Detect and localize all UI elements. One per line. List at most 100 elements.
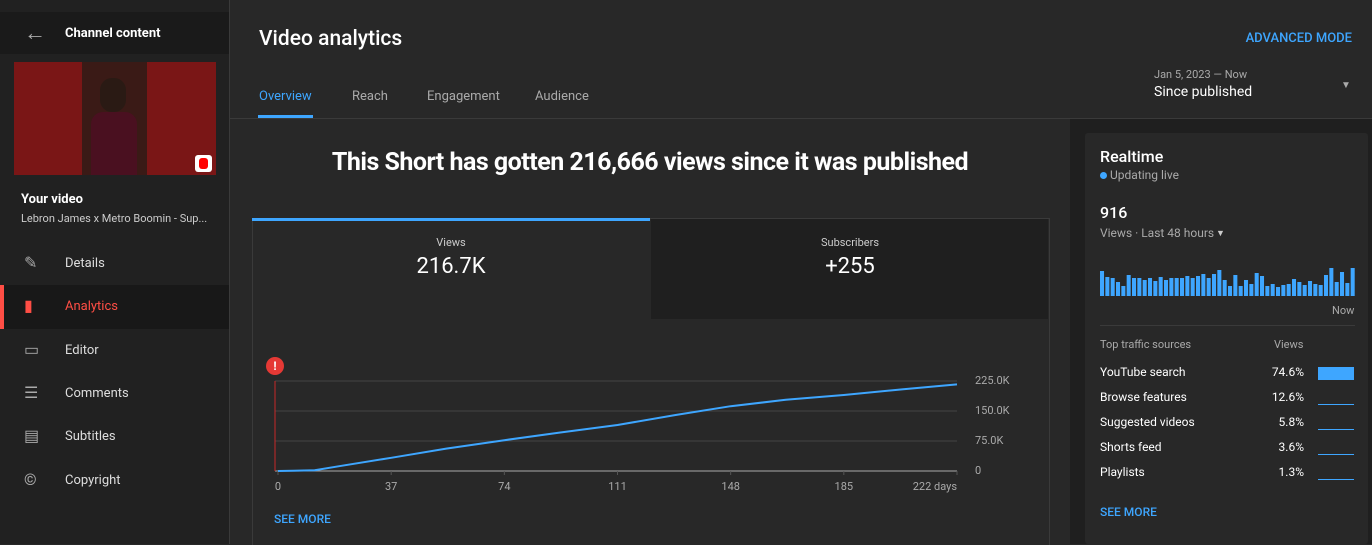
nav-item[interactable]: Details	[65, 256, 105, 271]
realtime-bar	[1281, 285, 1286, 296]
realtime-bar	[1126, 275, 1131, 296]
nav-item[interactable]: Subtitles	[65, 429, 116, 445]
dropdown[interactable]: ▼	[1341, 80, 1351, 91]
x-tick-label: 0	[275, 480, 281, 493]
nav-icon[interactable]: ✎	[24, 253, 38, 272]
realtime-bar	[1116, 282, 1121, 296]
traffic-name[interactable]: Playlists	[1100, 465, 1145, 479]
x-tick-label: 148	[721, 480, 740, 493]
realtime-bar	[1286, 284, 1291, 296]
sparkline	[1318, 427, 1354, 430]
realtime-bar	[1260, 276, 1265, 296]
realtime-bar	[1345, 283, 1350, 296]
realtime-bar	[1164, 280, 1169, 296]
realtime-bar	[1196, 276, 1201, 296]
back-arrow[interactable]: ←	[24, 21, 46, 46]
y-tick-label: 225.0K	[975, 374, 1010, 387]
realtime-bar	[1190, 278, 1195, 296]
tab[interactable]: Audience	[535, 89, 589, 104]
metric-value: 216.7K	[416, 254, 486, 279]
sparkline	[1318, 477, 1354, 480]
traffic-name[interactable]: Suggested videos	[1100, 415, 1195, 429]
realtime-count: 916	[1100, 203, 1128, 222]
page-title: Video analytics	[259, 27, 403, 51]
realtime-bar	[1244, 280, 1249, 296]
nav-item[interactable]: Analytics	[65, 299, 118, 315]
nav-item[interactable]: Editor	[65, 342, 99, 358]
realtime-bar	[1292, 279, 1297, 296]
metric-label: Subscribers	[820, 236, 880, 249]
traffic-share: 12.6%	[1271, 390, 1304, 404]
realtime-bar	[1228, 286, 1233, 296]
sparkline	[1318, 402, 1354, 405]
realtime-bar	[1105, 277, 1110, 296]
traffic-name[interactable]: Browse features	[1100, 390, 1187, 404]
realtime-bar	[1313, 284, 1318, 296]
x-tick-label: 37	[385, 480, 397, 493]
realtime-bar	[1222, 280, 1227, 296]
period[interactable]: Since published	[1154, 84, 1253, 100]
realtime-bar	[1276, 287, 1281, 296]
card	[252, 218, 1050, 545]
realtime-title: Realtime	[1100, 147, 1164, 166]
realtime-period[interactable]: Views · Last 48 hours	[1100, 226, 1215, 240]
realtime-bar	[1297, 282, 1302, 296]
x-tick-label: 74	[498, 480, 510, 493]
realtime-bar	[1249, 284, 1254, 296]
y-tick-label: 150.0K	[975, 404, 1010, 417]
metric-value: +255	[825, 254, 875, 279]
metric-tab[interactable]	[252, 218, 650, 318]
realtime-bar	[1212, 274, 1217, 296]
nav-icon[interactable]: ▭	[24, 339, 40, 359]
realtime-bar	[1270, 284, 1275, 296]
realtime-bar	[1238, 286, 1243, 296]
sparkline	[1318, 452, 1354, 455]
nav-item[interactable]: Copyright	[65, 472, 121, 488]
realtime-bar	[1148, 278, 1153, 296]
nav-icon[interactable]: ☰	[24, 382, 39, 402]
nav-icon[interactable]: ©	[24, 469, 37, 489]
see-more[interactable]: SEE MORE	[1100, 505, 1157, 519]
realtime-bars	[1100, 268, 1355, 296]
traffic-column: Views	[1274, 338, 1304, 351]
realtime-bar	[1158, 277, 1163, 296]
realtime-bar	[1185, 276, 1190, 296]
realtime-bar	[1206, 278, 1211, 296]
realtime-bar	[1334, 282, 1339, 296]
nav-icon[interactable]: ▮	[24, 296, 33, 316]
traffic-heading: Top traffic sources	[1100, 338, 1192, 351]
realtime-bar	[1169, 278, 1174, 296]
advanced-mode[interactable]: ADVANCED MODE	[1245, 31, 1352, 46]
realtime-bar	[1121, 286, 1126, 296]
y-tick-label: 75.0K	[975, 434, 1003, 447]
video-heading: Your video	[21, 192, 83, 207]
alert-icon[interactable]: !	[266, 357, 284, 375]
realtime-bar	[1265, 286, 1270, 296]
metric-tab[interactable]	[651, 219, 1048, 319]
video-title: Lebron James x Metro Boomin - Sup...	[21, 212, 208, 225]
main-panel	[230, 119, 1070, 544]
nav-icon[interactable]: ▤	[24, 426, 40, 446]
realtime-bar	[1350, 268, 1355, 296]
realtime-bar	[1233, 275, 1238, 296]
sidebar-top	[0, 12, 229, 54]
metric-label: Views	[436, 236, 466, 249]
divider	[230, 118, 1372, 119]
traffic-name[interactable]: YouTube search	[1100, 365, 1186, 379]
realtime-bar	[1217, 270, 1222, 296]
realtime-bar	[1142, 280, 1147, 296]
period-caret[interactable]: ▼	[1216, 229, 1225, 239]
realtime-bar	[1329, 268, 1334, 296]
date-range: Jan 5, 2023 — Now	[1154, 68, 1248, 81]
nav-item[interactable]: Comments	[65, 385, 129, 401]
tab[interactable]: Reach	[352, 89, 388, 104]
traffic-name[interactable]: Shorts feed	[1100, 440, 1162, 454]
traffic-share: 3.6%	[1278, 440, 1304, 454]
sidebar-title: Channel content	[65, 26, 161, 41]
see-more[interactable]: SEE MORE	[274, 512, 331, 526]
realtime-bar	[1201, 274, 1206, 296]
tab[interactable]: Overview	[259, 89, 312, 104]
divider	[1100, 325, 1355, 326]
tab[interactable]: Engagement	[427, 89, 500, 104]
